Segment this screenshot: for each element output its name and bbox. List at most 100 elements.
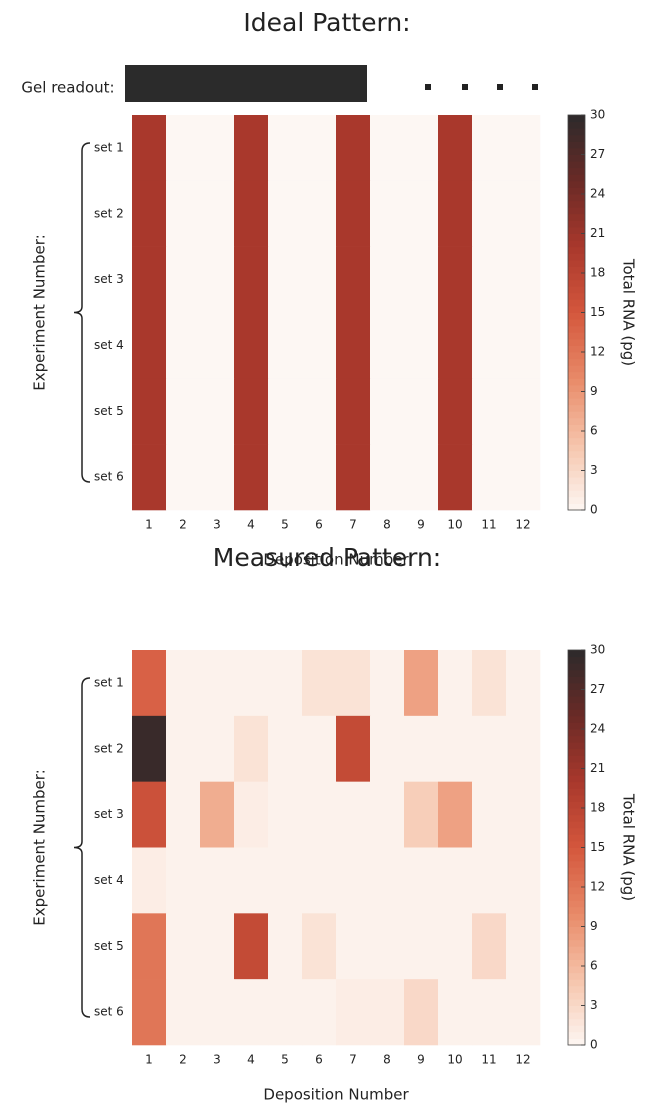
colorbar-step [568, 293, 585, 300]
colorbar-tick-label: 0 [590, 1038, 598, 1052]
heatmap-cell [438, 979, 472, 1045]
heatmap-cell [438, 650, 472, 716]
colorbar-step [568, 979, 585, 986]
colorbar-step [568, 378, 585, 385]
colorbar-tick-label: 21 [590, 226, 605, 240]
colorbar-step [568, 497, 585, 504]
y-tick-label: set 6 [94, 1005, 124, 1019]
heatmap-cell [370, 444, 404, 510]
colorbar-step [568, 663, 585, 670]
colorbar-step [568, 940, 585, 947]
heatmap-cell [166, 716, 200, 782]
heatmap-cell [370, 247, 404, 313]
colorbar-step [568, 385, 585, 392]
y-tick-label: set 3 [94, 807, 124, 821]
colorbar-step [568, 861, 585, 868]
colorbar-step [568, 841, 585, 848]
colorbar-tick-label: 3 [590, 463, 598, 477]
heatmap-cell [302, 378, 336, 444]
colorbar-step [568, 227, 585, 234]
heatmap-cell [404, 716, 438, 782]
colorbar-step [568, 372, 585, 379]
colorbar-label: Total RNA (pg) [620, 793, 638, 901]
heatmap-cell [268, 716, 302, 782]
colorbar-step [568, 240, 585, 247]
y-axis-label: Experiment Number: [31, 234, 49, 390]
heatmap-cell [302, 115, 336, 181]
heatmap-cell [200, 716, 234, 782]
colorbar-tick-label: 6 [590, 424, 598, 438]
colorbar-step [568, 801, 585, 808]
colorbar-step [568, 1025, 585, 1032]
heatmap-cell [302, 650, 336, 716]
heatmap-cell [268, 913, 302, 979]
colorbar-step [568, 411, 585, 418]
heatmap-cell [370, 378, 404, 444]
x-tick-label: 2 [179, 1053, 187, 1067]
heatmap-cell [166, 650, 200, 716]
heatmap-cell [336, 181, 370, 247]
heatmap-cell [506, 979, 540, 1045]
heatmap-cell [370, 650, 404, 716]
heatmap-cell [472, 378, 506, 444]
colorbar-step [568, 722, 585, 729]
colorbar-step [568, 247, 585, 254]
colorbar-step [568, 168, 585, 175]
heatmap-cell [166, 247, 200, 313]
heatmap-cell [438, 313, 472, 379]
colorbar-step [568, 854, 585, 861]
colorbar-step [568, 736, 585, 743]
colorbar-step [568, 115, 585, 122]
y-tick-label: set 2 [94, 206, 124, 220]
colorbar-step [568, 181, 585, 188]
colorbar-step [568, 848, 585, 855]
colorbar-step [568, 464, 585, 471]
heatmap-cell [472, 181, 506, 247]
x-tick-label: 8 [383, 1053, 391, 1067]
x-tick-label: 11 [481, 1053, 496, 1067]
y-tick-label: set 1 [94, 140, 124, 154]
heatmap-cell [404, 782, 438, 848]
colorbar-step [568, 887, 585, 894]
colorbar-step [568, 696, 585, 703]
colorbar-tick-label: 30 [590, 643, 605, 657]
bracket [74, 678, 90, 1017]
x-tick-label: 1 [145, 518, 153, 532]
gel-dot [462, 84, 468, 90]
colorbar-step [568, 122, 585, 129]
heatmap-cell [302, 782, 336, 848]
chart-title: Ideal Pattern: [243, 8, 410, 37]
colorbar-tick-label: 30 [590, 108, 605, 122]
heatmap-cell [166, 444, 200, 510]
colorbar-step [568, 683, 585, 690]
colorbar-step [568, 894, 585, 901]
colorbar-tick-label: 18 [590, 801, 605, 815]
colorbar-step [568, 703, 585, 710]
x-tick-label: 3 [213, 1053, 221, 1067]
heatmap-cell [166, 782, 200, 848]
colorbar-step [568, 1019, 585, 1026]
heatmap-cell [166, 979, 200, 1045]
heatmap-cell [302, 979, 336, 1045]
heatmap-cell [132, 313, 166, 379]
heatmap-cell [302, 247, 336, 313]
colorbar-step [568, 359, 585, 366]
colorbar-tick-label: 18 [590, 266, 605, 280]
x-axis-label: Deposition Number [263, 1086, 409, 1104]
colorbar-step [568, 398, 585, 405]
colorbar-step [568, 280, 585, 287]
heatmap-cell [166, 848, 200, 914]
x-tick-label: 5 [281, 1053, 289, 1067]
chart-title: Measured Pattern: [213, 543, 441, 572]
heatmap-cell [336, 913, 370, 979]
heatmap-cell [472, 979, 506, 1045]
colorbar-step [568, 1012, 585, 1019]
y-axis-label: Experiment Number: [31, 769, 49, 925]
colorbar-step [568, 365, 585, 372]
colorbar-step [568, 148, 585, 155]
colorbar-tick-label: 6 [590, 959, 598, 973]
colorbar-step [568, 959, 585, 966]
heatmap-cell [234, 444, 268, 510]
heatmap-cell [472, 247, 506, 313]
gel-readout [125, 65, 538, 102]
